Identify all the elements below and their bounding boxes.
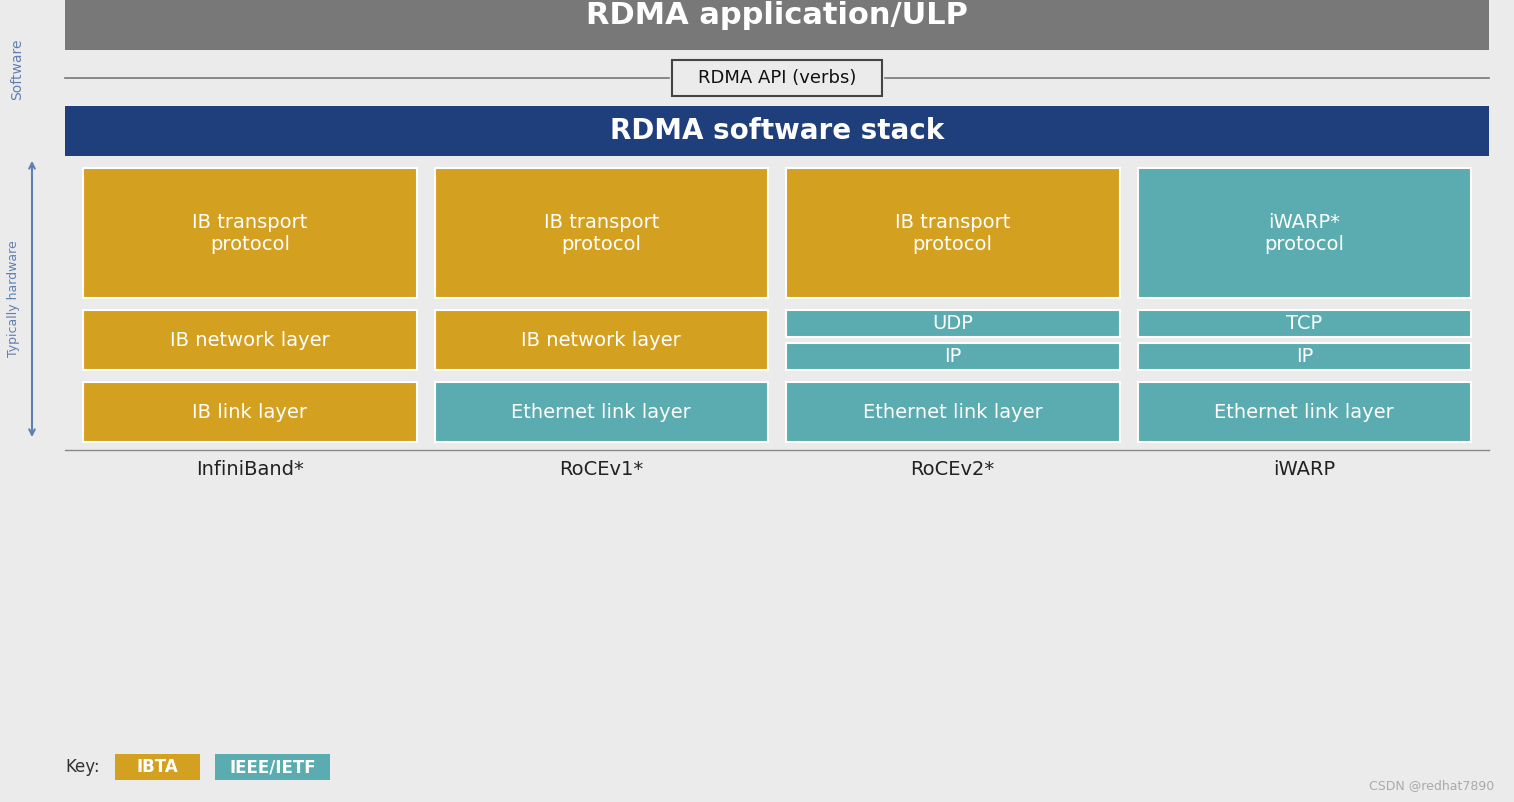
Text: RDMA software stack: RDMA software stack bbox=[610, 117, 945, 145]
Text: RoCEv2*: RoCEv2* bbox=[910, 460, 995, 479]
Text: RDMA application/ULP: RDMA application/ULP bbox=[586, 2, 967, 30]
Text: IB transport
protocol: IB transport protocol bbox=[544, 213, 659, 253]
Text: InfiniBand*: InfiniBand* bbox=[195, 460, 304, 479]
Text: IBTA: IBTA bbox=[136, 758, 179, 776]
FancyBboxPatch shape bbox=[83, 310, 416, 370]
Text: Typically hardware: Typically hardware bbox=[8, 241, 21, 358]
Text: RoCEv1*: RoCEv1* bbox=[559, 460, 643, 479]
Text: IP: IP bbox=[1296, 347, 1313, 366]
Text: Ethernet link layer: Ethernet link layer bbox=[512, 403, 690, 422]
Text: IB network layer: IB network layer bbox=[521, 330, 681, 350]
Text: RDMA API (verbs): RDMA API (verbs) bbox=[698, 69, 857, 87]
Text: IB link layer: IB link layer bbox=[192, 403, 307, 422]
FancyBboxPatch shape bbox=[65, 0, 1488, 50]
FancyBboxPatch shape bbox=[1137, 343, 1472, 370]
FancyBboxPatch shape bbox=[786, 310, 1119, 337]
FancyBboxPatch shape bbox=[435, 310, 768, 370]
Text: Ethernet link layer: Ethernet link layer bbox=[863, 403, 1043, 422]
FancyBboxPatch shape bbox=[65, 106, 1488, 156]
FancyBboxPatch shape bbox=[435, 168, 768, 298]
FancyBboxPatch shape bbox=[786, 343, 1119, 370]
FancyBboxPatch shape bbox=[435, 382, 768, 442]
Text: Ethernet link layer: Ethernet link layer bbox=[1214, 403, 1394, 422]
FancyBboxPatch shape bbox=[672, 60, 883, 96]
Text: IB transport
protocol: IB transport protocol bbox=[192, 213, 307, 253]
Text: CSDN @redhat7890: CSDN @redhat7890 bbox=[1369, 779, 1494, 792]
FancyBboxPatch shape bbox=[1137, 310, 1472, 337]
Text: IB network layer: IB network layer bbox=[170, 330, 330, 350]
FancyBboxPatch shape bbox=[1137, 382, 1472, 442]
FancyBboxPatch shape bbox=[786, 168, 1119, 298]
Text: IP: IP bbox=[945, 347, 961, 366]
FancyBboxPatch shape bbox=[786, 382, 1119, 442]
FancyBboxPatch shape bbox=[215, 754, 330, 780]
Text: iWARP: iWARP bbox=[1273, 460, 1335, 479]
Text: Software: Software bbox=[11, 38, 24, 99]
FancyBboxPatch shape bbox=[83, 168, 416, 298]
FancyBboxPatch shape bbox=[1137, 168, 1472, 298]
Text: iWARP*
protocol: iWARP* protocol bbox=[1264, 213, 1344, 253]
FancyBboxPatch shape bbox=[83, 382, 416, 442]
Text: TCP: TCP bbox=[1287, 314, 1322, 333]
FancyBboxPatch shape bbox=[115, 754, 200, 780]
Text: IEEE/IETF: IEEE/IETF bbox=[229, 758, 316, 776]
Text: Key:: Key: bbox=[65, 758, 100, 776]
Text: UDP: UDP bbox=[933, 314, 974, 333]
Text: IB transport
protocol: IB transport protocol bbox=[895, 213, 1010, 253]
